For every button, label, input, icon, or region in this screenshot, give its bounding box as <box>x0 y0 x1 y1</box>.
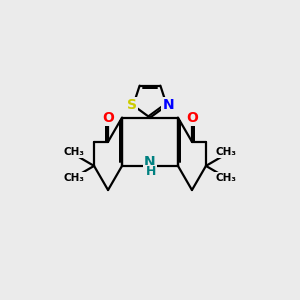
Text: CH₃: CH₃ <box>64 173 85 183</box>
Text: H: H <box>146 165 156 178</box>
Text: O: O <box>102 111 114 124</box>
Text: S: S <box>127 98 137 112</box>
Text: CH₃: CH₃ <box>215 147 236 158</box>
Text: O: O <box>186 111 198 124</box>
Text: CH₃: CH₃ <box>215 173 236 183</box>
Text: CH₃: CH₃ <box>64 147 85 158</box>
Text: N: N <box>163 98 174 112</box>
Text: N: N <box>144 155 156 169</box>
